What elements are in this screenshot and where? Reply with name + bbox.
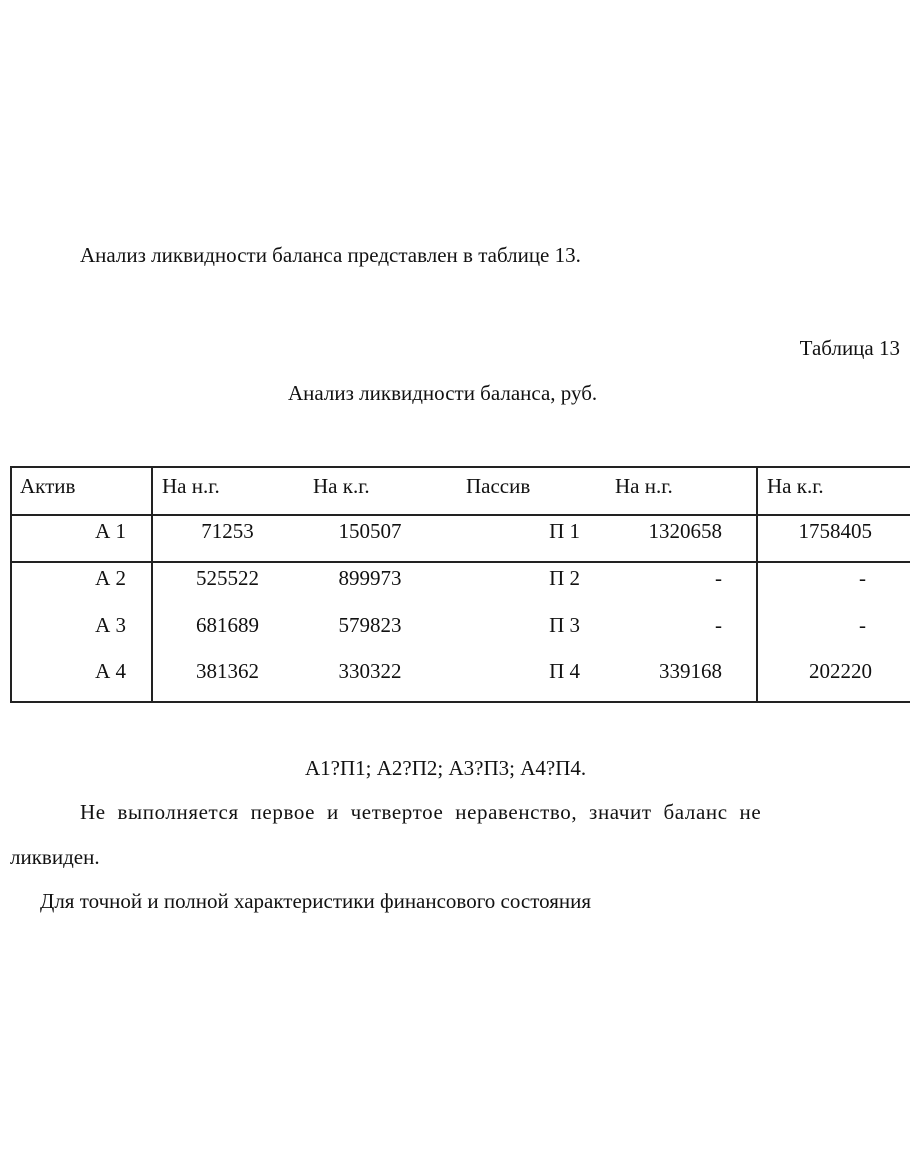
table-cell: -: [715, 613, 722, 637]
header-cell: Актив: [20, 474, 76, 498]
inequalities-line: А1?П1; А2?П2; А3?П3; А4?П4.: [305, 756, 587, 780]
table-divider-header: [10, 514, 910, 516]
table-cell: 525522: [196, 566, 259, 590]
table-cell: 579823: [338, 613, 402, 637]
table-cell: 71253: [201, 519, 254, 543]
table-cell: 150507: [338, 519, 402, 543]
table-cell: 681689: [196, 613, 259, 637]
header-cell: На н.г.: [615, 474, 673, 498]
conclusion-line-2: ликвиден.: [10, 845, 100, 869]
table-cell: 1320658: [648, 519, 723, 543]
header-cell: На н.г.: [162, 474, 220, 498]
table-cell: -: [859, 613, 866, 637]
table-cell: А 1: [95, 519, 126, 543]
table-cell: 381362: [196, 659, 259, 683]
table-divider-row1: [10, 561, 910, 563]
table-cell: 330322: [338, 659, 402, 683]
table-cell: -: [859, 566, 866, 590]
table-cell: 202220: [809, 659, 872, 683]
table-cell: 1758405: [798, 519, 873, 543]
conclusion-line-1: Не выполняется первое и четвертое нераве…: [80, 800, 762, 824]
header-cell: На к.г.: [313, 474, 370, 498]
table-cell: А 2: [95, 566, 126, 590]
table-title: Анализ ликвидности баланса, руб.: [288, 381, 598, 405]
table-border-bottom: [10, 701, 910, 703]
table-cell: 899973: [338, 566, 402, 590]
table-cell: П 2: [549, 566, 580, 590]
table-border-top: [10, 466, 910, 468]
table-column-divider: [756, 466, 758, 703]
closing-paragraph: Для точной и полной характеристики финан…: [40, 889, 592, 913]
table-cell: -: [715, 566, 722, 590]
header-cell: На к.г.: [767, 474, 824, 498]
table-border-left: [10, 466, 12, 703]
header-cell: Пассив: [466, 474, 531, 498]
table-cell: П 1: [549, 519, 580, 543]
table-cell: А 3: [95, 613, 126, 637]
table-label: Таблица 13: [799, 336, 900, 360]
table-cell: П 4: [549, 659, 580, 683]
table-cell: 339168: [659, 659, 722, 683]
intro-paragraph: Анализ ликвидности баланса представлен в…: [80, 243, 581, 267]
table-cell: П 3: [549, 613, 580, 637]
table-cell: А 4: [95, 659, 126, 683]
table-column-divider: [151, 466, 153, 703]
